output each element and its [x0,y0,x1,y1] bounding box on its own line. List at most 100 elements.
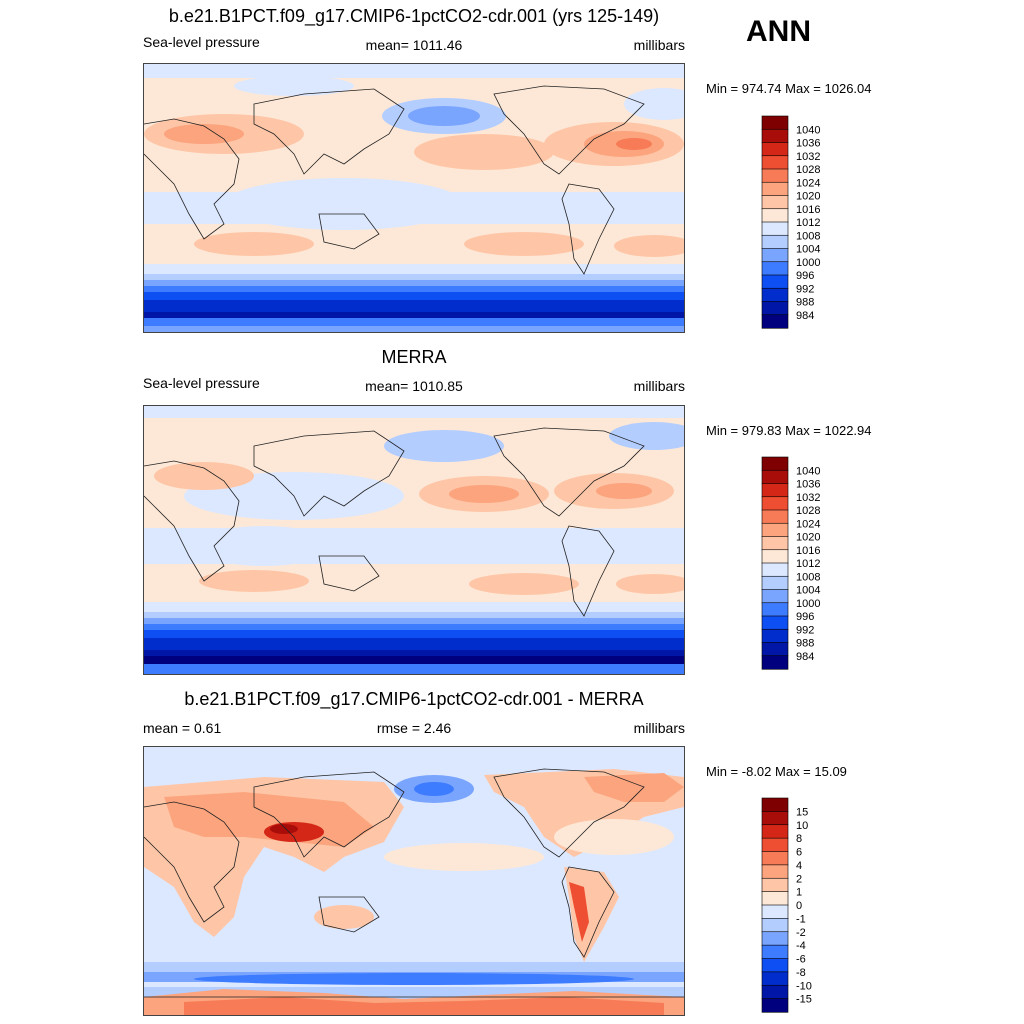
colorbar-box [761,195,789,210]
panel-3-title: b.e21.B1PCT.f09_g17.CMIP6-1pctCO2-cdr.00… [184,689,644,709]
panel-1-colorbar: 1040 1036 1032 1028 1024 1020 1016 1012 1008 1004… [761,115,820,329]
panel-2-mean-label: mean= 1010.85 [365,378,463,394]
colorbar-box [761,248,789,263]
colorbar-box [761,851,789,866]
colorbar-box [761,904,789,919]
colorbar-box [761,301,789,316]
panel-1-minmax: Min = 974.74 Max = 1026.04 [706,81,872,96]
colorbar-tick-label: 2 [796,873,802,885]
colorbar-tick-label: -10 [796,980,812,992]
colorbar-tick-label: 1032 [796,492,820,504]
panel-1-mean-label: mean= 1011.46 [365,37,463,53]
colorbar-box [761,155,789,170]
colorbar-box [761,824,789,839]
colorbar-box [761,142,789,157]
panel-2-colorbar: 1040 1036 1032 1028 1024 1020 1016 1012 1008 1004… [761,456,820,670]
colorbar-tick-label: 15 [796,806,808,818]
panel-2-title: MERRA [381,347,447,367]
colorbar-box [761,615,789,630]
panel-2-field [144,406,684,674]
colorbar-tick-label: 1008 [796,230,820,242]
panel-1-map [143,63,685,333]
colorbar-tick-label: 988 [796,638,814,650]
panel-1-title: b.e21.B1PCT.f09_g17.CMIP6-1pctCO2-cdr.00… [168,6,660,26]
colorbar-box [761,628,789,644]
colorbar-tick-label: 1012 [796,217,820,229]
panel-3-units-label: millibars [633,720,685,736]
colorbar-box [761,536,789,551]
colorbar-tick-label: 996 [796,611,814,623]
colorbar-box [761,469,789,485]
colorbar-tick-label: 1020 [796,191,820,203]
colorbar-tick-label: 1024 [796,177,820,189]
panel-2-units-label: millibars [633,378,685,394]
colorbar-tick-label: 1020 [796,532,820,544]
colorbar-box [761,655,789,670]
colorbar-box [761,234,789,250]
colorbar-box [761,958,789,973]
colorbar-box [761,221,789,236]
colorbar-tick-label: 1000 [796,598,820,610]
colorbar-box [761,314,789,329]
colorbar-tick-label: 992 [796,624,814,636]
colorbar-tick-label: 1004 [796,585,820,597]
colorbar-tick-label: 984 [796,651,814,663]
colorbar-box [761,944,789,960]
colorbar-box [761,549,789,564]
panel-2-minmax: Min = 979.83 Max = 1022.94 [706,423,872,438]
colorbar-box [761,456,789,471]
colorbar-box [761,642,789,657]
colorbar-box [761,496,789,511]
colorbar-box [761,864,789,879]
panel-1-variable-label: Sea-level pressure [143,34,260,50]
panel-1-field [144,64,684,332]
colorbar-tick-label: -8 [796,967,806,979]
colorbar-tick-label: 0 [796,900,802,912]
colorbar-tick-label: 1004 [796,244,820,256]
colorbar-tick-label: 4 [796,860,802,872]
colorbar-tick-label: 1040 [796,124,820,136]
colorbar-box [761,998,789,1013]
colorbar-box [761,274,789,289]
colorbar-box [761,984,789,1000]
colorbar-box [761,168,789,183]
colorbar-tick-label: 1028 [796,164,820,176]
colorbar-tick-label: 10 [796,820,808,832]
colorbar-box [761,971,789,986]
colorbar-box [761,115,789,130]
colorbar-tick-label: 1024 [796,518,820,530]
colorbar-tick-label: -1 [796,913,806,925]
colorbar-tick-label: 1036 [796,479,820,491]
colorbar-box [761,575,789,591]
colorbar-tick-label: 988 [796,297,814,309]
colorbar-box [761,208,789,223]
panel-3-map [143,746,685,1016]
colorbar-box [761,602,789,617]
colorbar-tick-label: 1000 [796,257,820,269]
colorbar-box [761,181,789,197]
colorbar-tick-label: 984 [796,310,814,322]
colorbar-box [761,797,789,812]
colorbar-tick-label: 1032 [796,151,820,163]
colorbar-box [761,128,789,144]
colorbar-tick-label: 8 [796,833,802,845]
colorbar-tick-label: -4 [796,940,806,952]
colorbar-tick-label: 1016 [796,545,820,557]
panel-3-mean-label: mean = 0.61 [143,720,222,736]
panel-3-colorbar: 15 10 8 6 4 2 1 0 -1 -2 -4 -6 -8 -10 -15 [761,797,812,1013]
colorbar-tick-label: 996 [796,270,814,282]
colorbar-tick-label: 1012 [796,558,820,570]
colorbar-box [761,877,789,893]
colorbar-tick-label: 1036 [796,138,820,150]
colorbar-tick-label: 1008 [796,571,820,583]
colorbar-box [761,589,789,604]
colorbar-box [761,811,789,826]
colorbar-tick-label: -6 [796,954,806,966]
colorbar-tick-label: -2 [796,927,806,939]
panel-2-map [143,405,685,675]
colorbar-box [761,509,789,524]
panel-2-variable-label: Sea-level pressure [143,375,260,391]
colorbar-box [761,918,789,933]
